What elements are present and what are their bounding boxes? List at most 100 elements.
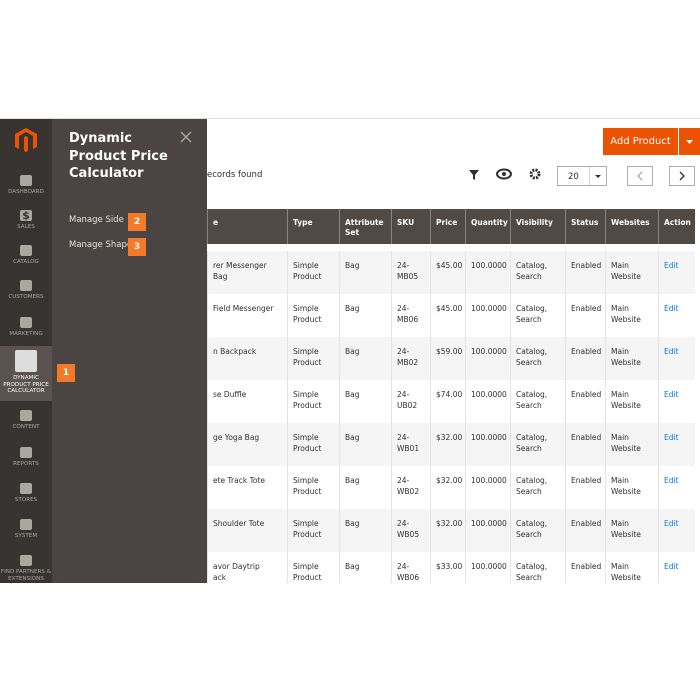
sidebar-item[interactable]: CATALOG [0,239,52,269]
table-cell[interactable]: Edit [658,509,695,552]
column-header[interactable]: SKU [391,209,430,244]
table-cell: Main Website [605,380,658,423]
table-cell: 24-MB06 [391,294,430,337]
table-cell: Bag [339,294,391,337]
table-cell: Enabled [565,466,605,509]
table-cell[interactable]: Edit [658,380,695,423]
sidebar-icon [20,447,32,458]
table-cell[interactable]: Edit [658,423,695,466]
sidebar-item[interactable]: DASHBOARD [0,169,52,199]
table-cell: Main Website [605,251,658,294]
next-icon [679,171,685,181]
flyout-menu: Dynamic Product Price Calculator Manage … [52,119,207,583]
table-cell: 100.0000 [465,251,510,294]
sidebar-icon [20,245,32,256]
prev-icon [637,171,643,181]
table-cell: Catalog, Search [510,251,565,294]
column-header[interactable]: e [207,209,287,244]
sidebar-icon [20,555,32,566]
flyout-link[interactable]: Manage Shape [69,240,133,250]
page-size-select[interactable]: 20 [557,166,607,186]
table-cell: Enabled [565,552,605,583]
admin-screen: Add Product ecords found 20 rer Messenge… [0,118,700,583]
prev-page[interactable] [627,166,653,186]
table-cell[interactable]: Edit [658,466,695,509]
next-page[interactable] [669,166,695,186]
dropdown-arrow [686,140,693,144]
table-cell: 100.0000 [465,552,510,583]
table-cell: Enabled [565,423,605,466]
table-cell: Bag [339,423,391,466]
sidebar-item[interactable]: $ SALES [0,204,52,234]
table-cell: Field Messenger [207,294,287,337]
sidebar-icon [20,317,32,328]
sidebar-item[interactable]: MARKETING [0,311,52,341]
table-cell: Catalog, Search [510,423,565,466]
table-row [207,337,695,381]
table-cell: 24-MB05 [391,251,430,294]
table-cell: rer Messenger Bag [207,251,287,294]
sidebar-item[interactable]: REPORTS [0,441,52,471]
sidebar-icon [20,519,32,530]
table-cell: Enabled [565,251,605,294]
table-cell: Main Website [605,423,658,466]
table-cell: $32.00 [430,423,465,466]
table-cell: Enabled [565,380,605,423]
sidebar-label: CATALOG [13,259,39,265]
sidebar-label: REPORTS [13,461,39,467]
add-product-dropdown[interactable] [679,128,700,155]
table-cell[interactable]: Edit [658,337,695,380]
column-header[interactable]: Attribute Set [339,209,391,244]
table-cell: 100.0000 [465,509,510,552]
table-cell: Enabled [565,294,605,337]
column-header[interactable]: Action [658,209,695,244]
table-cell: Bag [339,251,391,294]
close-button[interactable] [180,131,192,143]
step-badge: 2 [128,213,146,231]
column-header[interactable]: Quantity [465,209,510,244]
table-cell: Catalog, Search [510,552,565,583]
sidebar-icon [20,175,32,186]
grid-tools[interactable] [467,167,557,183]
sidebar-label: CONTENT [12,424,40,430]
sidebar-label: STORES [14,497,38,503]
table-cell: Catalog, Search [510,337,565,380]
table-cell: Simple Product [287,509,339,552]
column-header[interactable]: Price [430,209,465,244]
column-header[interactable]: Visibility [510,209,565,244]
flyout-link[interactable]: Manage Side [69,215,124,225]
page-size-value: 20 [568,172,579,182]
sidebar-label: MARKETING [9,331,43,337]
table-cell: ete Track Tote [207,466,287,509]
sidebar-label: SYSTEM [14,533,38,539]
table-cell: $33.00 [430,552,465,583]
sidebar-item[interactable]: DYNAMIC PRODUCT PRICE CALCULATOR [0,346,52,401]
sidebar-item[interactable]: CONTENT [0,404,52,434]
table-cell: avor Daytrip ack [207,552,287,583]
table-cell: Catalog, Search [510,509,565,552]
column-header[interactable]: Type [287,209,339,244]
column-header[interactable]: Websites [605,209,658,244]
select-arrow [589,167,601,185]
sidebar-item[interactable]: STORES [0,477,52,507]
column-header[interactable]: Status [565,209,605,244]
table-cell: 24-WB06 [391,552,430,583]
sidebar-icon [20,483,32,494]
sidebar-icon [15,350,37,372]
sidebar-item[interactable]: SYSTEM [0,513,52,543]
table-row [207,294,695,338]
table-cell: Main Website [605,337,658,380]
table-cell: Bag [339,380,391,423]
sidebar-item[interactable]: CUSTOMERS [0,274,52,304]
table-cell[interactable]: Edit [658,251,695,294]
table-cell: 24-UB02 [391,380,430,423]
sidebar-label: CUSTOMERS [8,294,44,300]
magento-logo [15,128,37,152]
table-cell[interactable]: Edit [658,294,695,337]
table-cell: Simple Product [287,337,339,380]
table-cell: 100.0000 [465,380,510,423]
add-product-button[interactable]: Add Product [603,128,678,155]
sidebar-item[interactable]: FIND PARTNERS & EXTENSIONS [0,549,52,583]
table-cell[interactable]: Edit [658,552,695,583]
